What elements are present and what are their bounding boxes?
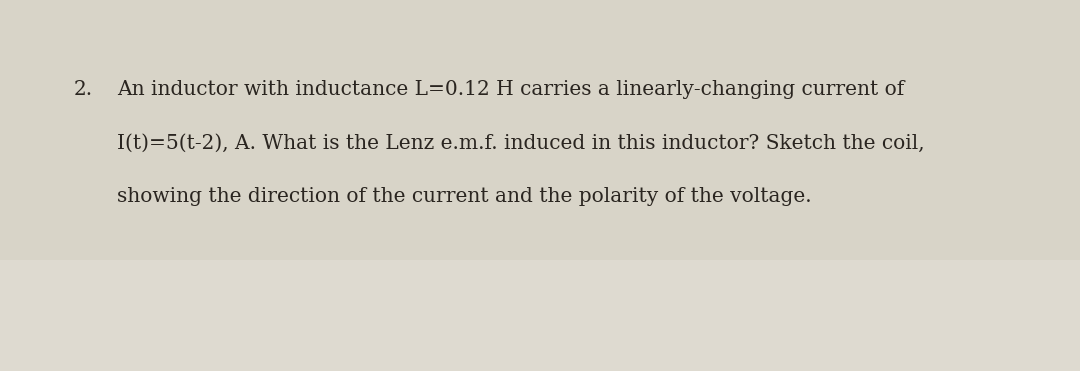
Text: I(t)=5(t-2), A. What is the Lenz e.m.f. induced in this inductor? Sketch the coi: I(t)=5(t-2), A. What is the Lenz e.m.f. … [117, 133, 924, 152]
FancyBboxPatch shape [0, 260, 1080, 371]
Text: 2.: 2. [73, 79, 93, 99]
Text: showing the direction of the current and the polarity of the voltage.: showing the direction of the current and… [117, 187, 811, 206]
Text: An inductor with inductance L=0.12 H carries a linearly-changing current of: An inductor with inductance L=0.12 H car… [117, 79, 904, 99]
